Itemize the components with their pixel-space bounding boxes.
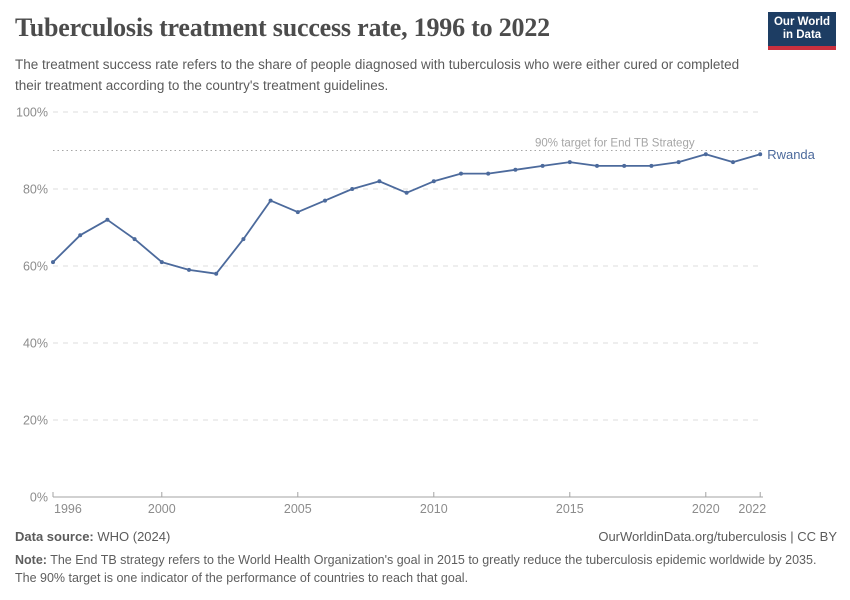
data-point[interactable] bbox=[676, 160, 681, 165]
data-point[interactable] bbox=[731, 160, 735, 165]
target-label: 90% target for End TB Strategy bbox=[535, 138, 695, 150]
data-point[interactable] bbox=[323, 198, 327, 203]
y-axis-label: 80% bbox=[23, 183, 48, 197]
y-axis-label: 0% bbox=[30, 491, 48, 505]
x-axis-label: 2022 bbox=[738, 502, 766, 516]
logo-text-line2: in Data bbox=[782, 29, 822, 41]
x-axis-label: 2020 bbox=[692, 502, 720, 516]
note: Note: The End TB strategy refers to the … bbox=[15, 551, 837, 587]
data-point[interactable] bbox=[595, 163, 599, 168]
page-subtitle: The treatment success rate refers to the… bbox=[15, 57, 740, 94]
citation-link[interactable]: OurWorldinData.org/tuberculosis | CC BY bbox=[598, 529, 837, 544]
logo-text-line1: Our World bbox=[773, 15, 830, 28]
data-point[interactable] bbox=[241, 237, 246, 242]
line-chart: 0% 20% 40% 60% 80% 100% 1996 2000 2005 2010 2015 20… bbox=[16, 106, 816, 517]
data-source: Data source: WHO (2024) bbox=[15, 529, 170, 544]
data-point[interactable] bbox=[404, 190, 409, 195]
footer: Data source: WHO (2024) OurWorldinData.o… bbox=[15, 529, 837, 587]
y-axis-label: 40% bbox=[23, 337, 48, 351]
x-axis-label: 2000 bbox=[148, 502, 176, 516]
x-axis-label: 2005 bbox=[284, 502, 312, 516]
data-point[interactable] bbox=[51, 260, 55, 265]
chart-area: 0% 20% 40% 60% 80% 100% 1996 2000 2005 2010 2015 20… bbox=[16, 106, 816, 517]
data-point[interactable] bbox=[105, 217, 110, 222]
header: Tuberculosis treatment success rate, 199… bbox=[0, 0, 850, 100]
x-axis-label: 2010 bbox=[420, 502, 448, 516]
data-point[interactable] bbox=[268, 198, 273, 203]
note-text: The End TB strategy refers to the World … bbox=[15, 553, 817, 586]
data-source-label: Data source: bbox=[15, 529, 94, 544]
data-point[interactable] bbox=[703, 152, 708, 157]
data-point[interactable] bbox=[513, 167, 518, 172]
data-point[interactable] bbox=[350, 187, 355, 191]
data-point[interactable] bbox=[78, 233, 83, 238]
y-axis-label: 60% bbox=[23, 260, 48, 274]
data-point[interactable] bbox=[540, 163, 545, 168]
data-point[interactable] bbox=[295, 210, 300, 215]
x-axis-label: 2015 bbox=[556, 502, 584, 516]
y-axis-label: 100% bbox=[16, 106, 48, 120]
data-point[interactable] bbox=[459, 171, 463, 176]
data-point[interactable] bbox=[214, 271, 219, 276]
data-point[interactable] bbox=[159, 260, 164, 265]
data-point[interactable] bbox=[622, 163, 627, 168]
x-axis-label: 1996 bbox=[54, 502, 82, 516]
data-point[interactable] bbox=[567, 160, 572, 165]
data-point[interactable] bbox=[486, 171, 491, 176]
series-line bbox=[52, 153, 761, 275]
y-axis-label: 20% bbox=[23, 414, 48, 428]
data-point[interactable] bbox=[377, 179, 382, 184]
data-point[interactable] bbox=[431, 179, 436, 184]
page-title: Tuberculosis treatment success rate, 199… bbox=[15, 13, 550, 42]
data-point[interactable] bbox=[649, 163, 654, 168]
owid-logo[interactable]: Our World in Data bbox=[768, 12, 836, 50]
data-source-value: WHO (2024) bbox=[93, 529, 171, 544]
data-point[interactable] bbox=[187, 267, 191, 272]
series-end-label[interactable]: Rwanda bbox=[767, 147, 815, 162]
note-label: Note: bbox=[15, 553, 47, 567]
data-point[interactable] bbox=[132, 237, 137, 242]
data-point[interactable] bbox=[758, 152, 763, 157]
